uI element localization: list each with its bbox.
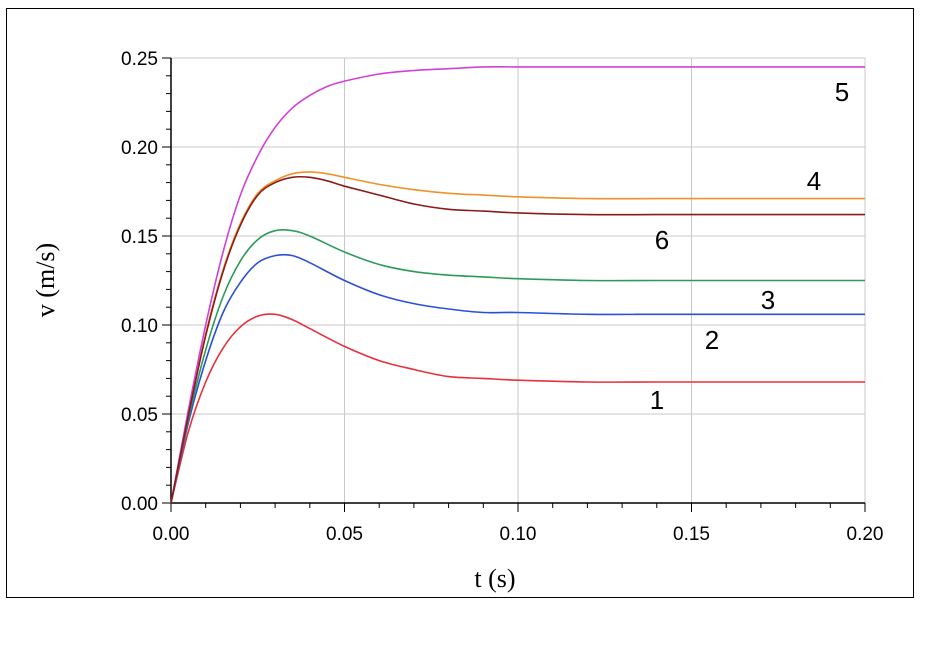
y-axis-label: v (m/s) <box>31 243 60 317</box>
curve-label-5: 5 <box>835 77 849 107</box>
y-tick-label: 0.20 <box>121 138 158 159</box>
curve-label-6: 6 <box>655 225 669 255</box>
x-tick-label: 0.00 <box>153 524 190 545</box>
y-tick-label: 0.10 <box>121 316 158 337</box>
curve-label-4: 4 <box>807 166 821 196</box>
labels-group: 1 2 3 4 5 6 <box>650 77 849 415</box>
curve-label-3: 3 <box>761 285 775 315</box>
series-group <box>170 65 866 504</box>
y-tick-label: 0.25 <box>121 49 158 70</box>
series-line-1 <box>170 313 865 504</box>
y-tick-label: 0.15 <box>121 227 158 248</box>
axes: 0.00 0.05 0.10 0.15 0.20 0.00 0.05 0.10 0.15 0.20… <box>121 49 883 545</box>
series-line-2 <box>170 253 865 504</box>
y-tick-label: 0.00 <box>121 494 158 515</box>
series-line-5 <box>170 65 865 504</box>
x-tick-label: 0.10 <box>500 524 537 545</box>
x-tick-label: 0.20 <box>847 524 884 545</box>
x-tick-label: 0.05 <box>326 524 363 545</box>
x-tick-label: 0.15 <box>673 524 710 545</box>
curve-label-1: 1 <box>650 385 664 415</box>
curve-label-2: 2 <box>705 325 719 355</box>
series-line-3 <box>170 229 865 504</box>
series-line-6 <box>170 175 866 504</box>
y-tick-label: 0.05 <box>121 405 158 426</box>
x-axis-label: t (s) <box>474 564 515 593</box>
